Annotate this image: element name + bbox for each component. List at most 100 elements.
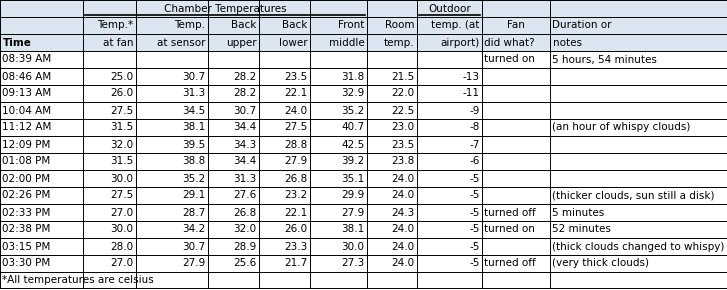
Text: 11:12 AM: 11:12 AM xyxy=(2,122,52,133)
Text: 34.5: 34.5 xyxy=(182,106,206,115)
Text: 27.3: 27.3 xyxy=(341,258,364,269)
Text: 34.2: 34.2 xyxy=(182,224,206,235)
Text: 12:09 PM: 12:09 PM xyxy=(2,139,51,150)
Text: 42.5: 42.5 xyxy=(341,139,364,150)
Text: upper: upper xyxy=(226,37,257,48)
Text: 25.6: 25.6 xyxy=(233,258,257,269)
Text: -11: -11 xyxy=(462,88,480,99)
Text: 02:26 PM: 02:26 PM xyxy=(2,191,51,200)
Text: 26.8: 26.8 xyxy=(233,208,257,218)
Text: 40.7: 40.7 xyxy=(342,122,364,133)
Text: 03:15 PM: 03:15 PM xyxy=(2,242,51,251)
Text: 38.1: 38.1 xyxy=(182,122,206,133)
Text: -5: -5 xyxy=(469,191,480,200)
Text: at sensor: at sensor xyxy=(157,37,206,48)
Text: 23.0: 23.0 xyxy=(391,122,414,133)
Text: 23.8: 23.8 xyxy=(391,157,414,166)
Text: 29.9: 29.9 xyxy=(341,191,364,200)
Text: 34.4: 34.4 xyxy=(233,157,257,166)
Text: 27.5: 27.5 xyxy=(111,106,134,115)
Text: 27.5: 27.5 xyxy=(111,191,134,200)
Text: 27.6: 27.6 xyxy=(233,191,257,200)
Text: 35.2: 35.2 xyxy=(341,106,364,115)
Text: Chamber Temperatures: Chamber Temperatures xyxy=(164,3,286,14)
Text: 31.5: 31.5 xyxy=(111,122,134,133)
Text: 25.0: 25.0 xyxy=(111,72,134,81)
Text: -8: -8 xyxy=(469,122,480,133)
Text: 31.5: 31.5 xyxy=(111,157,134,166)
Text: 22.1: 22.1 xyxy=(284,88,308,99)
Text: 22.1: 22.1 xyxy=(284,208,308,218)
Text: -5: -5 xyxy=(469,258,480,269)
Text: at fan: at fan xyxy=(103,37,134,48)
Text: 01:08 PM: 01:08 PM xyxy=(2,157,51,166)
Text: 39.5: 39.5 xyxy=(182,139,206,150)
Text: turned off: turned off xyxy=(484,208,537,218)
Text: 22.5: 22.5 xyxy=(391,106,414,115)
Text: (thick clouds changed to whispy): (thick clouds changed to whispy) xyxy=(553,242,725,251)
Text: turned on: turned on xyxy=(484,55,535,64)
Text: 39.2: 39.2 xyxy=(341,157,364,166)
Bar xyxy=(0,51,727,272)
Text: 27.5: 27.5 xyxy=(284,122,308,133)
Text: 28.8: 28.8 xyxy=(284,139,308,150)
Text: turned off: turned off xyxy=(484,258,537,269)
Text: lower: lower xyxy=(279,37,308,48)
Text: 24.0: 24.0 xyxy=(391,191,414,200)
Text: 02:33 PM: 02:33 PM xyxy=(2,208,51,218)
Text: 31.3: 31.3 xyxy=(233,173,257,184)
Text: 24.0: 24.0 xyxy=(391,224,414,235)
Text: 24.0: 24.0 xyxy=(284,106,308,115)
Text: (very thick clouds): (very thick clouds) xyxy=(553,258,649,269)
Text: 5 minutes: 5 minutes xyxy=(553,208,605,218)
Text: 27.9: 27.9 xyxy=(341,208,364,218)
Text: 32.0: 32.0 xyxy=(233,224,257,235)
Text: 5 hours, 54 minutes: 5 hours, 54 minutes xyxy=(553,55,657,64)
Text: 52 minutes: 52 minutes xyxy=(553,224,611,235)
Text: 28.2: 28.2 xyxy=(233,88,257,99)
Text: turned on: turned on xyxy=(484,224,535,235)
Text: 08:39 AM: 08:39 AM xyxy=(2,55,52,64)
Text: -9: -9 xyxy=(469,106,480,115)
Text: 21.5: 21.5 xyxy=(391,72,414,81)
Text: 32.9: 32.9 xyxy=(341,88,364,99)
Text: 08:46 AM: 08:46 AM xyxy=(2,72,52,81)
Text: 24.0: 24.0 xyxy=(391,258,414,269)
Text: 24.3: 24.3 xyxy=(391,208,414,218)
Text: middle: middle xyxy=(329,37,364,48)
Text: Back: Back xyxy=(231,21,257,30)
Text: 24.0: 24.0 xyxy=(391,242,414,251)
Text: -5: -5 xyxy=(469,242,480,251)
Text: temp. (at: temp. (at xyxy=(431,21,480,30)
Text: 23.3: 23.3 xyxy=(284,242,308,251)
Text: 35.2: 35.2 xyxy=(182,173,206,184)
Text: 26.8: 26.8 xyxy=(284,173,308,184)
Text: (thicker clouds, sun still a disk): (thicker clouds, sun still a disk) xyxy=(553,191,715,200)
Text: Outdoor: Outdoor xyxy=(428,3,471,14)
Text: 27.9: 27.9 xyxy=(182,258,206,269)
Text: 38.8: 38.8 xyxy=(182,157,206,166)
Text: 30.7: 30.7 xyxy=(182,72,206,81)
Text: 34.3: 34.3 xyxy=(233,139,257,150)
Text: 31.3: 31.3 xyxy=(182,88,206,99)
Text: 30.0: 30.0 xyxy=(342,242,364,251)
Text: 32.0: 32.0 xyxy=(111,139,134,150)
Text: 02:00 PM: 02:00 PM xyxy=(2,173,51,184)
Text: 23.5: 23.5 xyxy=(284,72,308,81)
Bar xyxy=(0,0,727,51)
Text: 27.9: 27.9 xyxy=(284,157,308,166)
Text: 21.7: 21.7 xyxy=(284,258,308,269)
Text: temp.: temp. xyxy=(384,37,414,48)
Text: 22.0: 22.0 xyxy=(391,88,414,99)
Text: -13: -13 xyxy=(462,72,480,81)
Text: -5: -5 xyxy=(469,173,480,184)
Bar xyxy=(0,272,727,288)
Text: 29.1: 29.1 xyxy=(182,191,206,200)
Text: Duration or: Duration or xyxy=(553,21,612,30)
Text: -6: -6 xyxy=(469,157,480,166)
Text: 23.5: 23.5 xyxy=(391,139,414,150)
Text: Front: Front xyxy=(338,21,364,30)
Text: 35.1: 35.1 xyxy=(341,173,364,184)
Text: Temp.: Temp. xyxy=(174,21,206,30)
Text: 09:13 AM: 09:13 AM xyxy=(2,88,52,99)
